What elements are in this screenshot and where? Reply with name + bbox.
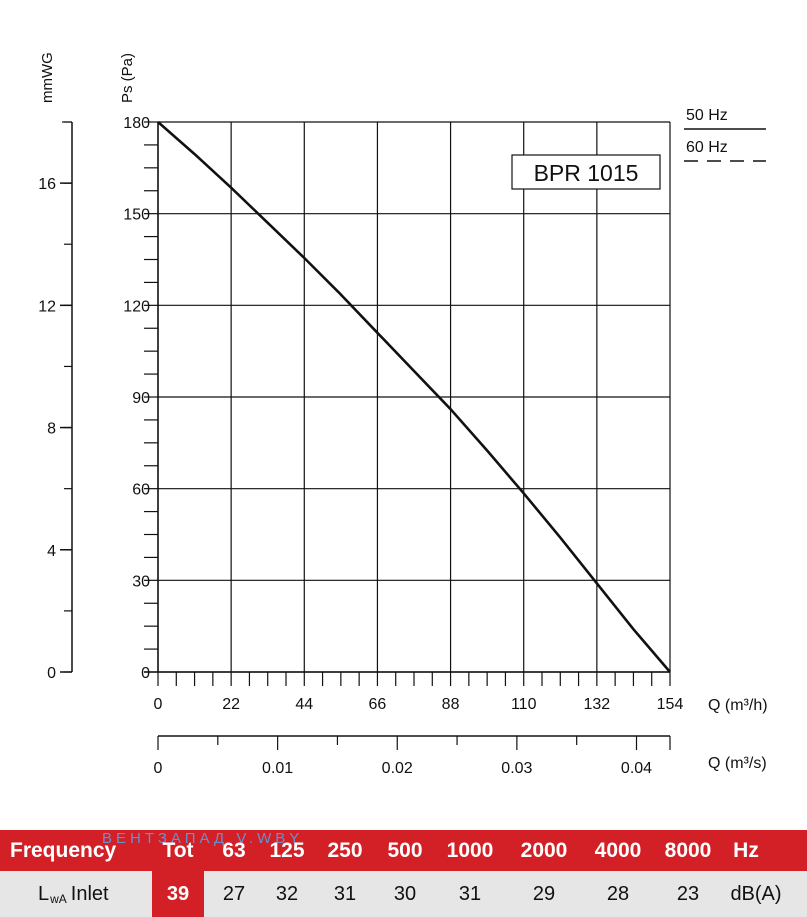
watermark-text: ВЕНТЗАПАД V.WBY bbox=[102, 830, 304, 847]
y-tick-label-0: 0 bbox=[141, 665, 150, 682]
y-axis-title: Ps (Pa) bbox=[119, 53, 136, 103]
header-col-2000: 2000 bbox=[520, 838, 568, 862]
x-tick-label-1: 22 bbox=[222, 696, 240, 713]
row-label-sub: wA bbox=[50, 892, 67, 906]
header-col-8000: 8000 bbox=[664, 838, 712, 862]
x-tick-label-6: 132 bbox=[584, 696, 611, 713]
y-tick-label-1: 30 bbox=[132, 573, 150, 590]
x-tick-label-5: 110 bbox=[511, 696, 537, 713]
y-tick-label-6: 180 bbox=[123, 115, 150, 132]
header-col-125: 125 bbox=[269, 838, 305, 862]
row-label-rest: Inlet bbox=[70, 882, 109, 905]
series-layer bbox=[157, 121, 671, 673]
legend-label-50hz: 50 Hz bbox=[686, 107, 728, 124]
value-250: 31 bbox=[333, 882, 357, 905]
header-frequency-label: Frequency bbox=[10, 838, 117, 862]
header-col-tot: Tot bbox=[162, 838, 194, 862]
value-500: 30 bbox=[393, 882, 417, 905]
tot-value: 39 bbox=[152, 871, 204, 917]
y-tick-label-5: 150 bbox=[123, 207, 150, 224]
header-col-250: 250 bbox=[327, 838, 363, 862]
model-label-box bbox=[511, 154, 661, 190]
y-outer-tick-label-2: 8 bbox=[47, 421, 56, 438]
x2-tick-label-3: 0.03 bbox=[501, 760, 532, 777]
y-tick-label-4: 120 bbox=[123, 298, 150, 315]
y-outer-axis-title: mmWG bbox=[39, 52, 56, 103]
fan-curve-chart: 0 22 44 66 88 110 132 154 0 30 60 90 120 150 180 0 4 8 12 1… bbox=[38, 52, 768, 777]
value-125: 32 bbox=[275, 882, 299, 905]
header-col-hz: Hz bbox=[733, 838, 759, 862]
header-col-1000: 1000 bbox=[446, 838, 494, 862]
x-tick-label-2: 44 bbox=[295, 696, 313, 713]
value-8000: 23 bbox=[676, 882, 700, 905]
y-tick-label-3: 90 bbox=[132, 390, 150, 407]
y-outer-tick-label-4: 16 bbox=[38, 176, 56, 193]
model-label: BPR 1015 bbox=[534, 160, 639, 186]
y-outer-tick-label-1: 4 bbox=[47, 543, 56, 560]
row-label-main: L bbox=[38, 882, 50, 905]
header-col-4000: 4000 bbox=[594, 838, 642, 862]
x2-tick-label-2: 0.02 bbox=[382, 760, 413, 777]
y-tick-label-2: 60 bbox=[132, 482, 150, 499]
legend-label-60hz: 60 Hz bbox=[686, 139, 728, 156]
x-axis-title: Q (m³/h) bbox=[708, 697, 768, 714]
value-unit: dB(A) bbox=[730, 882, 782, 905]
header-col-63: 63 bbox=[222, 838, 246, 862]
y-outer-tick-label-0: 0 bbox=[47, 665, 56, 682]
value-2000: 29 bbox=[532, 882, 556, 905]
x2-tick-label-1: 0.01 bbox=[262, 760, 293, 777]
value-63: 27 bbox=[222, 882, 246, 905]
x-tick-label-0: 0 bbox=[154, 696, 163, 713]
series-line-0 bbox=[157, 121, 671, 673]
x-tick-label-3: 66 bbox=[369, 696, 387, 713]
x2-tick-label-0: 0 bbox=[154, 760, 163, 777]
x2-axis-title: Q (m³/s) bbox=[708, 755, 767, 772]
value-4000: 28 bbox=[606, 882, 630, 905]
header-col-500: 500 bbox=[387, 838, 423, 862]
table-header-row: Frequency ВЕНТЗАПАД V.WBY Tot 63 125 250… bbox=[0, 830, 807, 871]
x-tick-label-4: 88 bbox=[442, 696, 460, 713]
x2-tick-label-4: 0.04 bbox=[621, 760, 652, 777]
grid-layer bbox=[157, 121, 671, 673]
sound-power-table: Frequency ВЕНТЗАПАД V.WBY Tot 63 125 250… bbox=[0, 830, 807, 917]
x-tick-label-7: 154 bbox=[657, 696, 684, 713]
value-1000: 31 bbox=[458, 882, 482, 905]
axes-layer: 0 22 44 66 88 110 132 154 0 30 60 90 120 150 180 0 4 8 12 1… bbox=[38, 115, 683, 777]
y-outer-tick-label-3: 12 bbox=[38, 298, 56, 315]
